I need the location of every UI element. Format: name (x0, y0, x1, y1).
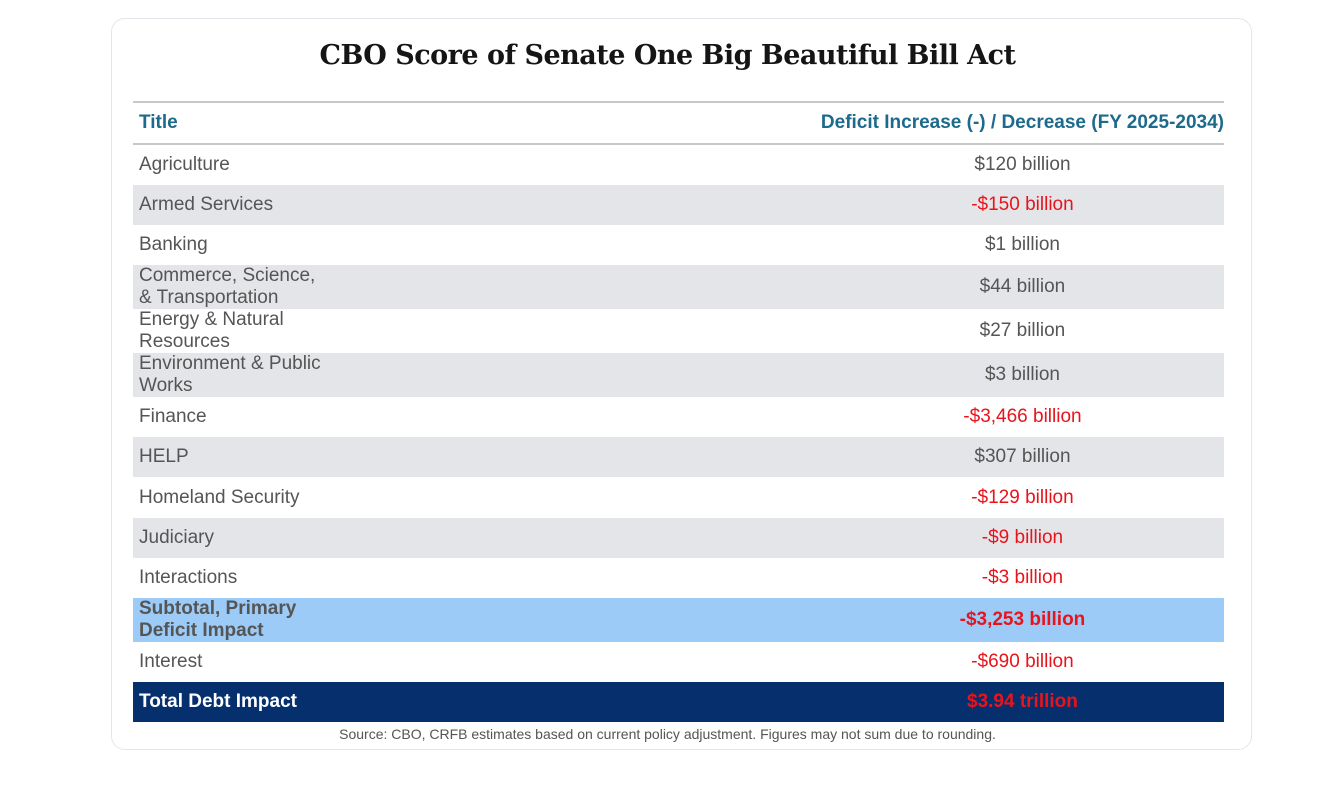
table-title: CBO Score of Senate One Big Beautiful Bi… (319, 40, 1016, 71)
row-value: $120 billion (974, 154, 1071, 176)
row-value: -$3 billion (981, 566, 1064, 588)
row-value: $1 billion (984, 234, 1060, 256)
row-title: Armed Services (133, 185, 331, 226)
row-value: -$150 billion (330, 185, 1224, 226)
row-title: Interactions (139, 566, 238, 588)
row-title: Energy & Natural Resources (139, 309, 284, 353)
row-value: -$690 billion (971, 650, 1074, 672)
table-row: Interest -$690 billion (133, 642, 1224, 682)
row-title: Banking (139, 234, 208, 256)
row-title: Commerce, Science, & Transportation (133, 265, 331, 310)
table-row: Interactions -$3 billion (133, 558, 1224, 598)
column-header-title: Title (133, 101, 331, 145)
row-title: Agriculture (139, 154, 230, 176)
row-title: Environment & Public Works (133, 353, 331, 398)
row-value: $44 billion (330, 265, 1224, 310)
row-value: $3 billion (330, 353, 1224, 398)
table-row: Homeland Security -$129 billion (133, 477, 1224, 517)
table-row: Banking $1 billion (133, 225, 1224, 265)
row-title: Total Debt Impact (133, 681, 331, 722)
row-value: -$9 billion (330, 517, 1224, 558)
row-title: Interest (139, 650, 203, 672)
row-title: Finance (139, 406, 207, 428)
table-row: Commerce, Science, & Transportation $44 b… (133, 265, 1224, 310)
row-value: $3.94 trillion (330, 681, 1224, 722)
header-row: Title Deficit Increase (-) / Decrease (F… (133, 101, 1224, 145)
row-title: Subtotal, Primary Deficit Impact (133, 597, 331, 642)
column-header-deficit: Deficit Increase (-) / Decrease (FY 2025… (330, 101, 1224, 145)
row-value: $307 billion (330, 437, 1224, 478)
row-value: -$129 billion (971, 486, 1074, 508)
subtotal-row: Subtotal, Primary Deficit Impact -$3,253 … (133, 597, 1224, 642)
row-value: -$3,466 billion (963, 406, 1082, 428)
table-row: Energy & Natural Resources $27 billion (133, 309, 1224, 353)
table-row: Finance -$3,466 billion (133, 397, 1224, 437)
row-title: Judiciary (133, 517, 331, 558)
table-card (111, 18, 1252, 750)
table-row: Agriculture $120 billion (133, 144, 1224, 185)
table-row: HELP $307 billion (133, 437, 1224, 478)
row-title: Homeland Security (139, 486, 300, 508)
source-note: Source: CBO, CRFB estimates based on cur… (339, 726, 996, 742)
table-row: Environment & Public Works $3 billion (133, 353, 1224, 398)
total-row: Total Debt Impact $3.94 trillion (133, 681, 1224, 722)
row-value: -$3,253 billion (330, 597, 1224, 642)
table-row: Judiciary -$9 billion (133, 517, 1224, 558)
cbo-score-table: Title Deficit Increase (-) / Decrease (F… (133, 101, 1224, 722)
row-value: $27 billion (979, 320, 1066, 342)
table-row: Armed Services -$150 billion (133, 185, 1224, 226)
row-title: HELP (133, 437, 331, 478)
